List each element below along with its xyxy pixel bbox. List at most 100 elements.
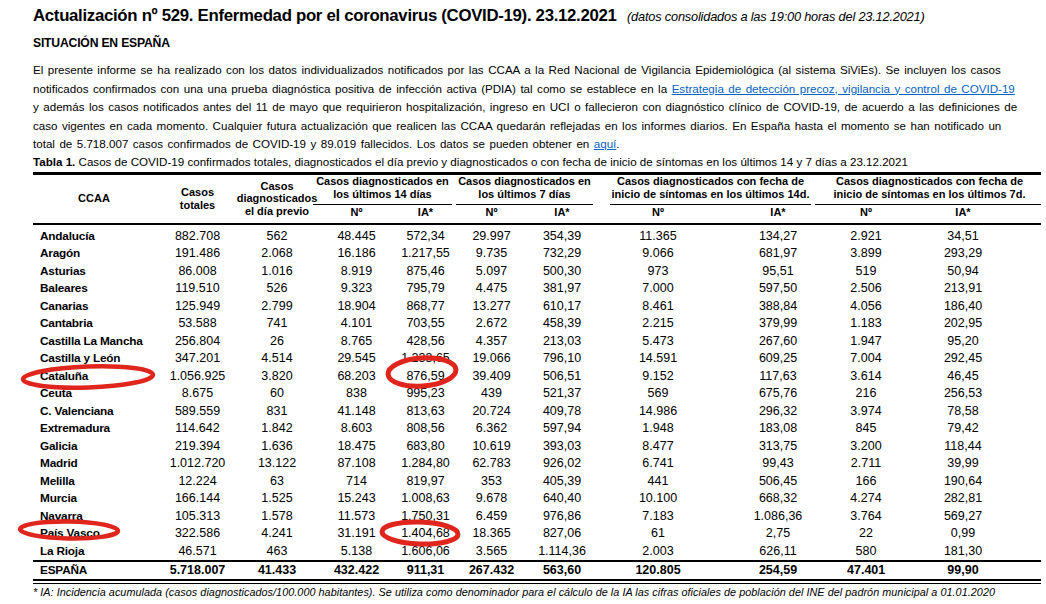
row-value: 125.949 bbox=[155, 299, 240, 313]
row-value: 31.191 bbox=[314, 526, 399, 540]
row-value: 2.799 bbox=[240, 299, 314, 313]
row-value: 46.571 bbox=[155, 544, 240, 558]
row-value: 409,78 bbox=[531, 404, 593, 418]
row-value: 41.148 bbox=[314, 404, 399, 418]
row-value: 62.783 bbox=[452, 456, 531, 470]
row-value: 1.086,36 bbox=[709, 509, 847, 523]
row-value: 1.008,63 bbox=[399, 491, 452, 505]
subheader-ia-sint7d: IA* bbox=[885, 206, 1041, 222]
row-value: 9.066 bbox=[607, 246, 709, 260]
row-label-ccaa: Madrid bbox=[33, 456, 155, 470]
row-value: 16.186 bbox=[314, 246, 399, 260]
row-value: 703,55 bbox=[399, 316, 452, 330]
row-value: 18.475 bbox=[314, 439, 399, 453]
row-label-ccaa: Baleares bbox=[33, 281, 155, 295]
row-value: 213,91 bbox=[885, 281, 1041, 295]
row-value: 3.614 bbox=[847, 369, 885, 383]
table-row: Cantabria53.5887414.101703,552.672458,39… bbox=[33, 315, 1041, 333]
row-value: 22 bbox=[847, 526, 885, 540]
row-value: 500,30 bbox=[531, 264, 593, 278]
row-value: 183,08 bbox=[709, 421, 847, 435]
row-value: 388,84 bbox=[709, 299, 847, 313]
row-value: 526 bbox=[240, 281, 314, 295]
row-value: 1.606,06 bbox=[399, 544, 452, 558]
row-value: 9.735 bbox=[452, 246, 531, 260]
row-value: 39.409 bbox=[452, 369, 531, 383]
data-source-link[interactable]: aquí bbox=[594, 137, 617, 150]
row-value: 876,59 bbox=[399, 369, 452, 383]
table-row: Madrid1.012.72013.12287.1081.284,8062.78… bbox=[33, 455, 1041, 473]
row-value: 26 bbox=[240, 334, 314, 348]
row-label-ccaa: Cataluña bbox=[33, 369, 155, 383]
row-value: 795,79 bbox=[399, 281, 452, 295]
subheader-n-sint7d: Nº bbox=[847, 206, 885, 222]
row-value: 13.122 bbox=[240, 456, 314, 470]
row-value: 1.636 bbox=[240, 439, 314, 453]
row-value: 10.619 bbox=[452, 439, 531, 453]
covid-cases-table: CCAA Casos totales Casos diagnosticados … bbox=[33, 172, 1041, 586]
row-value: 714 bbox=[314, 474, 399, 488]
row-value: 8.919 bbox=[314, 264, 399, 278]
row-value: 68.203 bbox=[314, 369, 399, 383]
row-value: 60 bbox=[240, 386, 314, 400]
document-title: Actualización nº 529. Enfermedad por el … bbox=[33, 6, 617, 25]
row-value: 8.603 bbox=[314, 421, 399, 435]
table-row: Melilla12.22463714819,97353405,39441506,… bbox=[33, 472, 1041, 490]
subheader-ia-sint14d: IA* bbox=[709, 206, 847, 222]
row-value: 120.805 bbox=[607, 563, 709, 577]
row-value: 379,99 bbox=[709, 316, 847, 330]
row-value: 99,90 bbox=[885, 563, 1041, 577]
row-value: 732,29 bbox=[531, 246, 593, 260]
row-value: 973 bbox=[607, 264, 709, 278]
row-value: 10.100 bbox=[607, 491, 709, 505]
row-value: 3.820 bbox=[240, 369, 314, 383]
subheader-ia-14d: IA* bbox=[399, 206, 452, 222]
row-value: 14.591 bbox=[607, 351, 709, 365]
table-row: Galicia219.3941.63618.475683,8010.619393… bbox=[33, 437, 1041, 455]
row-value: 506,51 bbox=[531, 369, 593, 383]
row-value: 34,51 bbox=[885, 229, 1041, 243]
row-value: 626,11 bbox=[709, 544, 847, 558]
table-row: Andalucía882.70856248.445572,3429.997354… bbox=[33, 227, 1041, 245]
row-label-ccaa: Aragón bbox=[33, 246, 155, 260]
row-value: 519 bbox=[847, 264, 885, 278]
row-value: 439 bbox=[452, 386, 531, 400]
strategy-link[interactable]: Estrategia de detección precoz, vigilanc… bbox=[672, 82, 1015, 95]
row-value: 6.741 bbox=[607, 456, 709, 470]
row-value: 50,94 bbox=[885, 264, 1041, 278]
row-value: 428,56 bbox=[399, 334, 452, 348]
row-value: 831 bbox=[240, 404, 314, 418]
row-value: 119.510 bbox=[155, 281, 240, 295]
row-value: 441 bbox=[607, 474, 709, 488]
table-row: Baleares119.5105269.323795,794.475381,97… bbox=[33, 280, 1041, 298]
row-value: 202,95 bbox=[885, 316, 1041, 330]
row-label-ccaa: Extremadura bbox=[33, 421, 155, 435]
row-value: 2.921 bbox=[847, 229, 885, 243]
table-row: Ceuta8.67560838995,23439521,37569675,762… bbox=[33, 385, 1041, 403]
row-value: 105.313 bbox=[155, 509, 240, 523]
row-value: 18.904 bbox=[314, 299, 399, 313]
group-header-sintomas-14d: Casos diagnosticados con fecha de inicio… bbox=[603, 174, 818, 201]
row-value: 868,77 bbox=[399, 299, 452, 313]
row-value: 9.323 bbox=[314, 281, 399, 295]
row-value: 117,63 bbox=[709, 369, 847, 383]
table-row: Cataluña1.056.9253.82068.203876,5939.409… bbox=[33, 367, 1041, 385]
row-value: 976,86 bbox=[531, 509, 593, 523]
row-value: 46,45 bbox=[885, 369, 1041, 383]
table-header: CCAA Casos totales Casos diagnosticados … bbox=[33, 172, 1041, 227]
row-value: 796,10 bbox=[531, 351, 593, 365]
row-value: 1.842 bbox=[240, 421, 314, 435]
row-label-ccaa: Canarias bbox=[33, 299, 155, 313]
row-value: 95,20 bbox=[885, 334, 1041, 348]
row-value: 3.565 bbox=[452, 544, 531, 558]
row-value: 87.108 bbox=[314, 456, 399, 470]
row-value: 5.473 bbox=[607, 334, 709, 348]
row-value: 8.461 bbox=[607, 299, 709, 313]
row-value: 95,51 bbox=[709, 264, 847, 278]
row-label-ccaa: Ceuta bbox=[33, 386, 155, 400]
row-value: 1.056.925 bbox=[155, 369, 240, 383]
row-value: 11.365 bbox=[607, 229, 709, 243]
row-value: 813,63 bbox=[399, 404, 452, 418]
row-value: 354,39 bbox=[531, 229, 593, 243]
row-label-ccaa: La Rioja bbox=[33, 544, 155, 558]
